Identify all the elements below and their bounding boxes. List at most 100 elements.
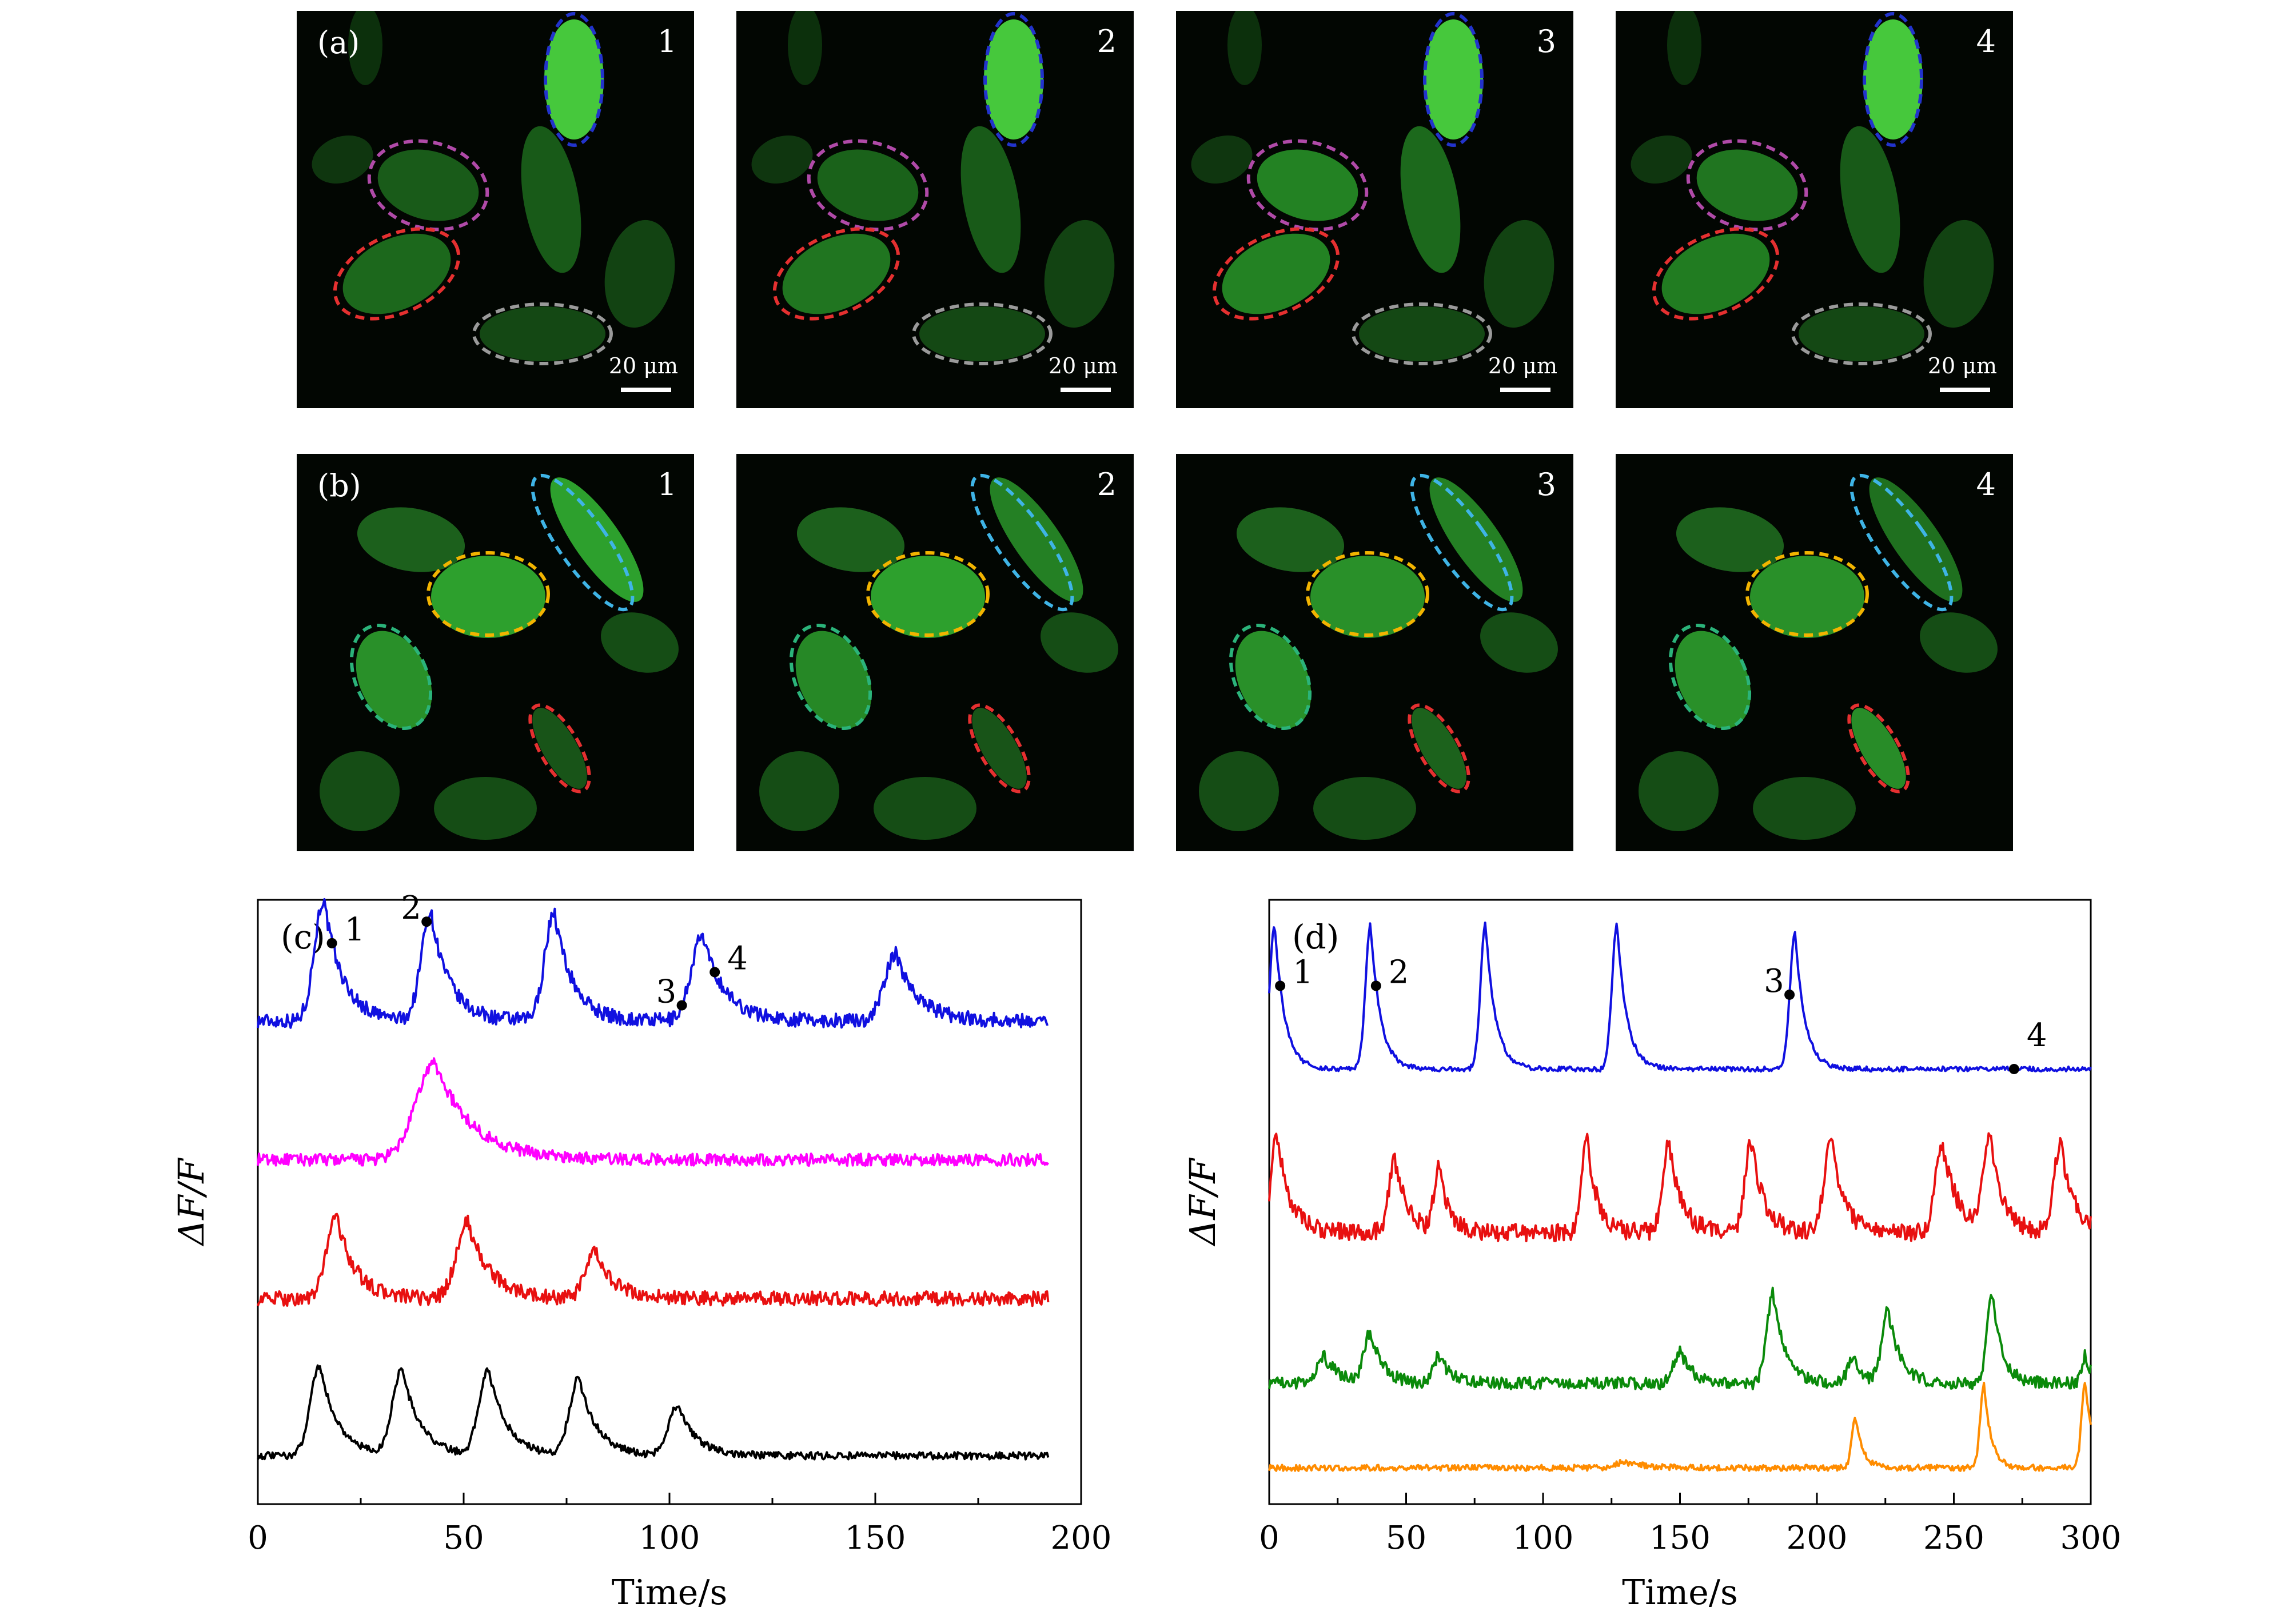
cell-body [1676,507,1784,572]
panel-b-frame-2: 2 [736,454,1134,851]
roi-outline [544,12,604,147]
time-marker-label: 2 [1389,954,1409,991]
cell-body [759,751,839,831]
cell-body [1753,777,1856,840]
time-marker-label: 2 [401,890,421,927]
cell-body [1851,708,1906,789]
cell-body [431,556,545,638]
cell-body [1480,612,1558,673]
scale-bar [1061,388,1111,392]
frame-number: 2 [1097,466,1117,503]
x-tick-label: 50 [443,1520,484,1557]
x-axis-label: Time/s [612,1573,728,1607]
roi-outline [1306,551,1429,637]
x-tick-label: 0 [248,1520,268,1557]
cell-body [1412,708,1466,789]
roi-outline [1410,473,1514,612]
cell-body [1191,135,1253,184]
scale-bar-label: 20 μm [608,353,678,378]
roi-outline [1352,302,1492,365]
cell-body [990,477,1083,602]
frame-number: 3 [1536,466,1556,503]
cell-body [1840,126,1900,273]
time-marker-label: 3 [656,974,677,1011]
cell-body [357,507,465,572]
time-marker-dot [1370,980,1381,991]
frame-number: 4 [1976,466,1996,503]
cell-body [1661,233,1770,314]
time-marker-label: 1 [345,911,365,948]
time-marker-label: 1 [1293,954,1313,991]
roi-outline [912,302,1053,365]
time-marker-dot [421,916,432,927]
time-marker-dot [326,938,337,948]
cell-body [1484,220,1554,328]
roi-outline [426,551,550,637]
roi-outline [1408,703,1470,793]
roi-outline [1849,473,1954,612]
series-trace [1268,1382,2092,1472]
cell-body [782,233,891,314]
cell-body [1199,751,1279,831]
x-tick-label: 50 [1386,1520,1426,1557]
cell-body [480,306,605,361]
cell-body [1667,11,1701,85]
scale-bar [621,388,671,392]
time-marker-label: 3 [1764,963,1784,1000]
panel-b-frame-1: (b) 1 [297,454,694,851]
cell-body [1424,19,1483,139]
panel-a-frame-3: 3 20 μm [1176,11,1573,408]
y-axis-label: ΔF/F [1182,1158,1223,1247]
chart-c: 0 50 100 150 200 Time/s ΔF/F (c) 12 3 4 [170,890,1111,1607]
roi-outline [1668,624,1752,730]
x-tick-label: 100 [1513,1520,1574,1557]
roi-outline [1686,139,1808,232]
scale-bar-label: 20 μm [1488,353,1557,378]
panel-b-frame-4: 4 [1616,454,2013,851]
roi-outline [772,227,900,321]
cell-body [544,19,604,139]
roi-outline [1847,703,1910,793]
y-axis-label: ΔF/F [170,1158,212,1247]
cell-body [1310,556,1425,638]
panel-label: (c) [281,918,325,956]
cell-body [817,149,919,221]
series-trace [1268,922,2092,1073]
frame-number: 4 [1976,23,1996,59]
cell-body [796,507,905,572]
cell-body [984,19,1043,139]
cell-body [919,306,1045,361]
roi-outline [333,227,461,321]
cell-body [1631,135,1692,184]
x-tick-label: 300 [2060,1520,2122,1557]
panel-a-frame-1: (a) 1 20 μm [297,11,694,408]
roi-outline [528,703,591,793]
cell-body [1222,233,1330,314]
time-marker-dot [676,1000,687,1011]
cell-body [1044,220,1115,328]
time-marker-dot [709,967,720,978]
cell-body [1313,777,1416,840]
roi-outline [1745,551,1869,637]
cell-body [521,126,581,273]
cell-body [601,612,679,673]
series-trace [257,1213,1050,1307]
chart-frame [1268,899,2092,1505]
cell-body [1236,507,1345,572]
panel-label-a: (a) [317,25,360,61]
roi-outline [349,624,433,730]
panel-b-frame-3: 3 [1176,454,1573,851]
panel-label: (d) [1292,918,1339,956]
cell-body [312,135,373,184]
roi-outline [866,551,990,637]
panel-a-frame-2: 2 20 μm [736,11,1134,408]
scale-bar [1940,388,1990,392]
cell-body [795,631,872,729]
scale-bar-label: 20 μm [1048,353,1118,378]
series-trace [257,898,1049,1029]
cell-body [1869,477,1963,602]
roi-outline [789,624,872,730]
x-tick-label: 150 [1649,1520,1711,1557]
roi-outline [1246,139,1369,232]
roi-outline [983,12,1044,147]
